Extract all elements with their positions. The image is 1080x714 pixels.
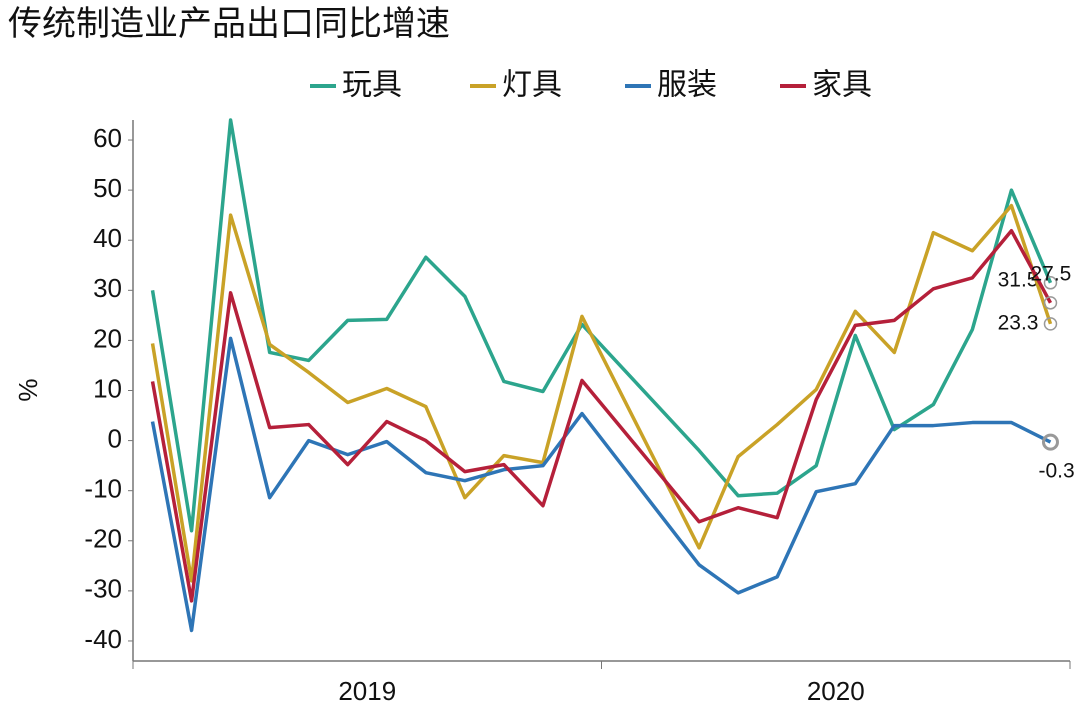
- x-group-label: 2020: [807, 676, 865, 706]
- data-label: -0.3: [1038, 460, 1074, 483]
- data-label: 23.3: [998, 311, 1039, 334]
- series-line: [150, 203, 1053, 583]
- series-line: [150, 228, 1053, 603]
- data-label: 27.5: [1030, 262, 1071, 285]
- chart-title: 传统制造业产品出口同比增速: [8, 4, 450, 44]
- y-tick-label: 50: [93, 173, 122, 203]
- y-tick-label: 10: [93, 373, 122, 403]
- legend-label: 家具: [812, 68, 872, 103]
- end-marker: [1043, 296, 1058, 310]
- end-marker: [1041, 433, 1059, 451]
- end-marker: [1043, 317, 1058, 331]
- y-tick-label: -10: [84, 474, 122, 504]
- legend-label: 灯具: [502, 68, 562, 103]
- data-label: 31.5: [998, 268, 1039, 291]
- x-group-label: 2019: [338, 676, 396, 706]
- y-tick-label: -30: [84, 574, 122, 604]
- y-tick-label: -20: [84, 524, 122, 554]
- series-line: [150, 336, 1052, 633]
- y-axis-label: %: [13, 378, 43, 401]
- y-tick-label: 20: [93, 323, 122, 353]
- end-marker: [1043, 276, 1058, 290]
- y-tick-label: 0: [108, 423, 122, 453]
- y-tick-label: 60: [93, 123, 122, 153]
- y-tick-label: 30: [93, 273, 122, 303]
- y-tick-label: 40: [93, 223, 122, 253]
- legend-label: 服装: [657, 68, 717, 103]
- y-tick-label: -40: [84, 624, 122, 654]
- legend-label: 玩具: [342, 68, 402, 103]
